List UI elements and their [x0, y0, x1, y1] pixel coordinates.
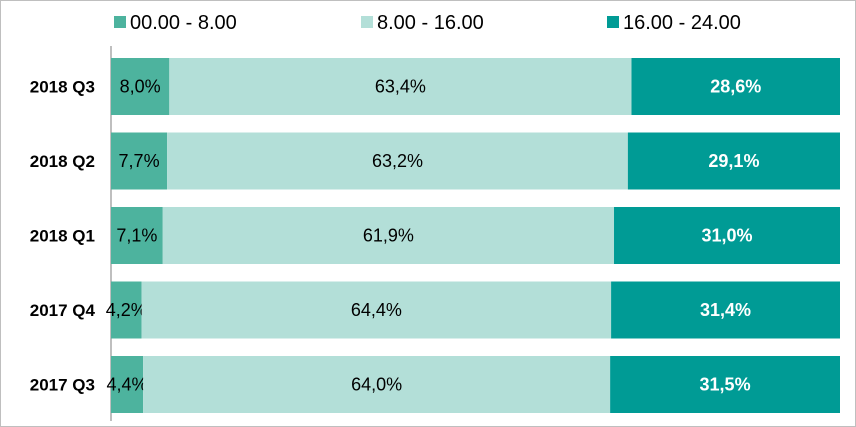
bar-segment: [143, 356, 611, 413]
bar-row: 2017 Q3 4,4% 64,0% 31,5%: [30, 356, 840, 413]
bar-segment: [111, 281, 142, 339]
bar-segment: [111, 207, 163, 264]
data-label: 63,2%: [372, 151, 423, 171]
legend-swatch: [607, 16, 619, 28]
legend-swatch: [361, 16, 373, 28]
data-label: 64,4%: [351, 300, 402, 320]
data-label: 8,0%: [120, 77, 161, 97]
bar-row: 2018 Q1 7,1% 61,9% 31,0%: [30, 207, 840, 264]
legend-swatch: [114, 16, 126, 28]
data-label: 28,6%: [710, 77, 761, 97]
bar-segment: [162, 207, 615, 264]
legend-entry: 00.00 - 8.00: [114, 12, 237, 34]
data-label: 64,0%: [351, 375, 402, 395]
category-label: 2018 Q3: [30, 78, 95, 97]
bar-segment: [111, 58, 170, 115]
data-label: 63,4%: [375, 77, 426, 97]
bar-segment: [611, 281, 840, 339]
legend: 00.00 - 8.00 8.00 - 16.00 16.00 - 24.00: [114, 12, 741, 34]
data-label: 7,7%: [119, 151, 160, 171]
bar-segment: [631, 58, 840, 115]
bar-row: 2018 Q3 8,0% 63,4% 28,6%: [30, 58, 840, 115]
bar-segment: [627, 132, 840, 190]
data-label: 4,2%: [106, 300, 147, 320]
legend-label: 16.00 - 24.00: [623, 12, 741, 34]
bar-segment: [111, 356, 144, 413]
bar-segment: [169, 58, 632, 115]
category-label: 2017 Q4: [30, 301, 96, 320]
category-label: 2018 Q2: [30, 152, 95, 171]
bar-row: 2017 Q4 4,2% 64,4% 31,4%: [30, 281, 840, 339]
bar-segment: [610, 356, 840, 413]
legend-entry: 8.00 - 16.00: [361, 12, 484, 34]
data-label: 7,1%: [116, 226, 157, 246]
bar-row: 2018 Q2 7,7% 63,2% 29,1%: [30, 132, 840, 190]
bars: 2018 Q3 8,0% 63,4% 28,6% 2018 Q2 7,7% 63,2% 29,…: [30, 58, 840, 413]
legend-entry: 16.00 - 24.00: [607, 12, 741, 34]
bar-segment: [141, 281, 612, 339]
data-label: 31,4%: [700, 300, 751, 320]
data-label: 4,4%: [107, 375, 148, 395]
legend-label: 00.00 - 8.00: [130, 12, 237, 34]
data-label: 29,1%: [708, 151, 759, 171]
data-label: 61,9%: [363, 226, 414, 246]
data-label: 31,0%: [701, 226, 752, 246]
bar-segment: [167, 132, 628, 190]
bar-segment: [614, 207, 840, 264]
bar-segment: [111, 132, 168, 190]
data-label: 31,5%: [700, 375, 751, 395]
category-label: 2018 Q1: [30, 227, 95, 246]
legend-label: 8.00 - 16.00: [377, 12, 484, 34]
category-label: 2017 Q3: [30, 376, 95, 395]
